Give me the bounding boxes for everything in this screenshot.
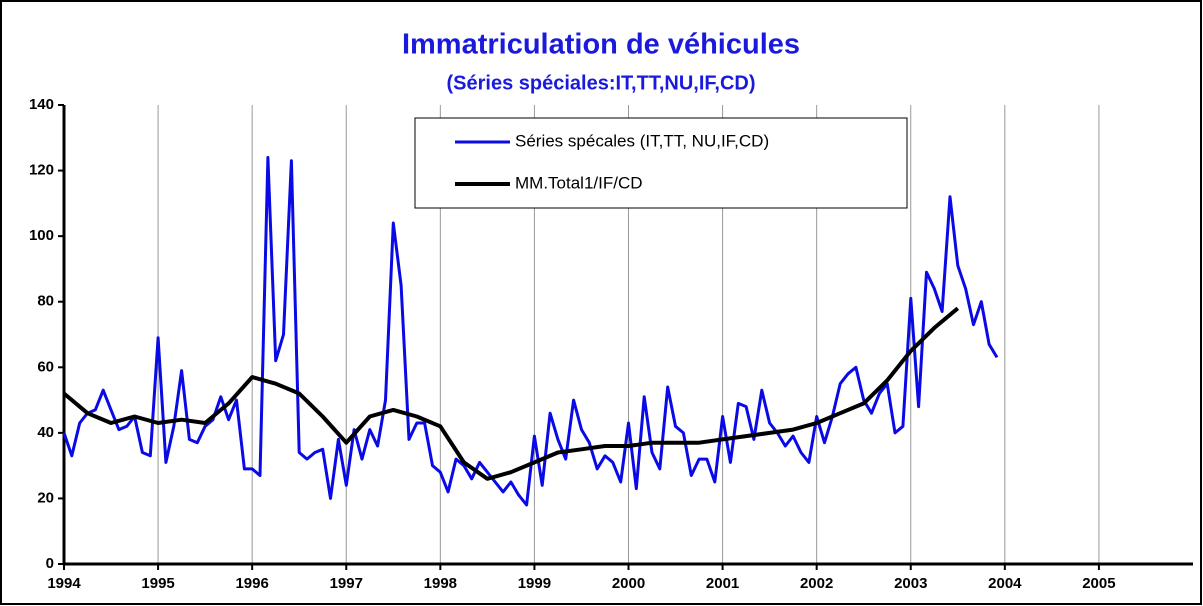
x-tick-label: 1994 bbox=[47, 575, 81, 592]
legend-box bbox=[414, 117, 908, 209]
legend-label: Séries spécales (IT,TT, NU,IF,CD) bbox=[515, 131, 769, 150]
x-tick-label: 2003 bbox=[894, 575, 927, 592]
x-tick-label: 2004 bbox=[988, 575, 1022, 592]
series-line bbox=[62, 306, 960, 481]
x-tick-label: 1997 bbox=[330, 575, 363, 592]
y-tick-label: 0 bbox=[46, 555, 54, 572]
series-line bbox=[62, 156, 999, 507]
x-tick-label: 1996 bbox=[235, 575, 268, 592]
y-tick-label: 20 bbox=[37, 489, 54, 506]
x-tick-label: 1995 bbox=[141, 575, 174, 592]
x-tick-label: 2000 bbox=[612, 575, 645, 592]
y-tick-label: 120 bbox=[29, 162, 54, 179]
x-tick-label: 2001 bbox=[706, 575, 739, 592]
y-tick-label: 40 bbox=[37, 424, 54, 441]
chart-title: Immatriculation de véhicules bbox=[402, 29, 800, 61]
x-tick-label: 2002 bbox=[800, 575, 833, 592]
y-tick-label: 60 bbox=[37, 358, 54, 375]
x-tick-label: 1999 bbox=[518, 575, 551, 592]
legend-label: MM.Total1/IF/CD bbox=[515, 173, 643, 192]
x-tick-label: 2005 bbox=[1082, 575, 1115, 592]
y-tick-label: 100 bbox=[29, 227, 54, 244]
y-tick-label: 80 bbox=[37, 293, 54, 310]
y-tick-label: 140 bbox=[29, 96, 54, 113]
chart-subtitle: (Séries spéciales:IT,TT,NU,IF,CD) bbox=[447, 72, 756, 94]
x-tick-label: 1998 bbox=[424, 575, 457, 592]
